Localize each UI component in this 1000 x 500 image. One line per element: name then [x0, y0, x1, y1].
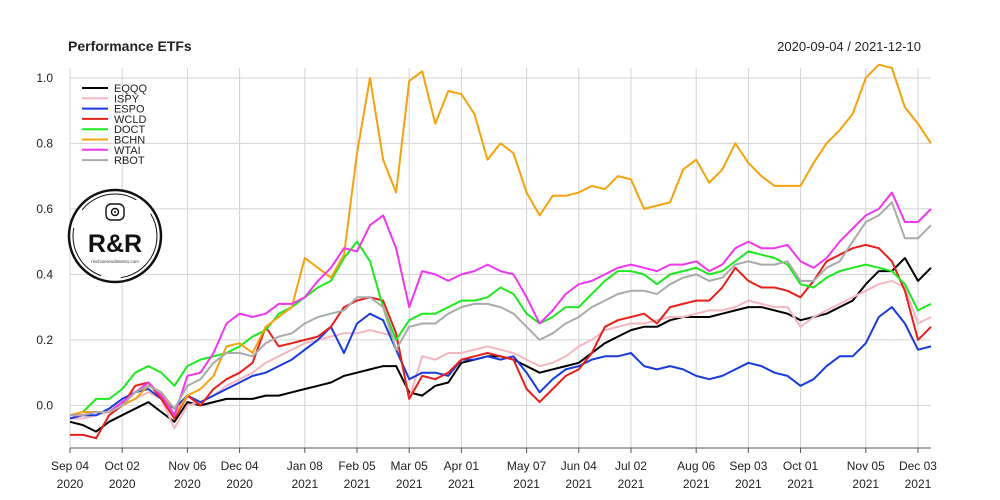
x-tick-label-year: 2021: [291, 477, 318, 491]
legend-label-espo: ESPO: [114, 104, 145, 116]
series-line-ispy: [70, 279, 932, 430]
y-tick-label: 0.2: [36, 333, 53, 347]
y-tick-label: 0.6: [36, 202, 53, 216]
logo-ring-inner: [72, 193, 158, 279]
y-tick-label: 0.4: [36, 267, 53, 281]
logo-ring: [67, 188, 163, 284]
series-line-wtai: [70, 191, 932, 417]
legend-label-ispy: ISPY: [114, 93, 140, 105]
x-tick-label-date: Oct 01: [783, 459, 819, 473]
x-tick-label-date: Oct 02: [105, 459, 141, 473]
legend-label-eqqq: EQQQ: [114, 83, 147, 95]
chart-title: Performance ETFs: [68, 38, 192, 54]
x-tick-label-date: Jan 08: [287, 459, 323, 473]
y-tick-label: 0.8: [36, 136, 53, 150]
x-tick-label-date: Apr 01: [444, 459, 480, 473]
x-tick-label-date: Nov 05: [847, 459, 885, 473]
x-tick-label-date: Aug 06: [677, 459, 715, 473]
x-tick-label-year: 2020: [57, 477, 84, 491]
gear-icon: [105, 203, 125, 221]
date-range-label: 2020-09-04 / 2021-12-10: [777, 39, 921, 54]
legend-label-wcld: WCLD: [114, 114, 146, 126]
x-tick-label-year: 2021: [448, 477, 475, 491]
x-tick-label-date: Dec 04: [221, 459, 259, 473]
series-line-wcld: [70, 243, 932, 440]
x-tick-label-year: 2020: [109, 477, 136, 491]
axes: 0.0 0.2 0.4 0.6 0.8 1.0 Sep 04 2020 Oct 02 2020 No…: [36, 71, 937, 491]
x-tick-label-year: 2021: [396, 477, 423, 491]
x-tick-label-year: 2021: [683, 477, 710, 491]
legend-label-wtai: WTAI: [114, 145, 141, 157]
series-line-espo: [69, 306, 932, 420]
x-tick-label-date: Jul 02: [615, 459, 647, 473]
y-tick-label: 1.0: [36, 71, 53, 85]
series-line-bchn: [69, 63, 932, 417]
x-tick-label-year: 2021: [565, 477, 592, 491]
x-tick-label-date: Nov 06: [168, 459, 206, 473]
series-line-doct: [69, 240, 932, 417]
rr-logo: R&R rischioerendimento.com: [67, 188, 163, 284]
grid: [69, 68, 931, 448]
x-tick-label-date: Sep 04: [51, 459, 89, 473]
series-line-rbot: [70, 201, 932, 417]
x-tick-label-year: 2021: [513, 477, 540, 491]
x-tick-label-year: 2021: [852, 477, 879, 491]
legend-label-rbot: RBOT: [114, 155, 145, 167]
x-tick-label-year: 2021: [344, 477, 371, 491]
legend-label-doct: DOCT: [114, 124, 145, 136]
y-tick-label: 0.0: [36, 398, 53, 412]
x-tick-label-date: Sep 03: [729, 459, 767, 473]
x-tick-label-year: 2021: [618, 477, 645, 491]
logo-subtext: rischioerendimento.com: [91, 259, 139, 264]
x-tick-label-year: 2021: [735, 477, 762, 491]
x-tick-label-year: 2020: [174, 477, 201, 491]
x-tick-label-date: Dec 03: [899, 459, 937, 473]
logo-text: R&R: [88, 230, 142, 258]
x-tick-label-year: 2021: [787, 477, 814, 491]
x-tick-label-date: Jun 04: [561, 459, 597, 473]
legend-label-bchn: BCHN: [114, 135, 145, 147]
x-tick-label-date: Mar 05: [391, 459, 429, 473]
x-tick-label-year: 2020: [226, 477, 253, 491]
x-tick-label-date: Feb 05: [338, 459, 376, 473]
x-tick-label-date: May 07: [507, 459, 547, 473]
x-tick-label-year: 2021: [905, 477, 932, 491]
series-lines: [69, 63, 932, 440]
